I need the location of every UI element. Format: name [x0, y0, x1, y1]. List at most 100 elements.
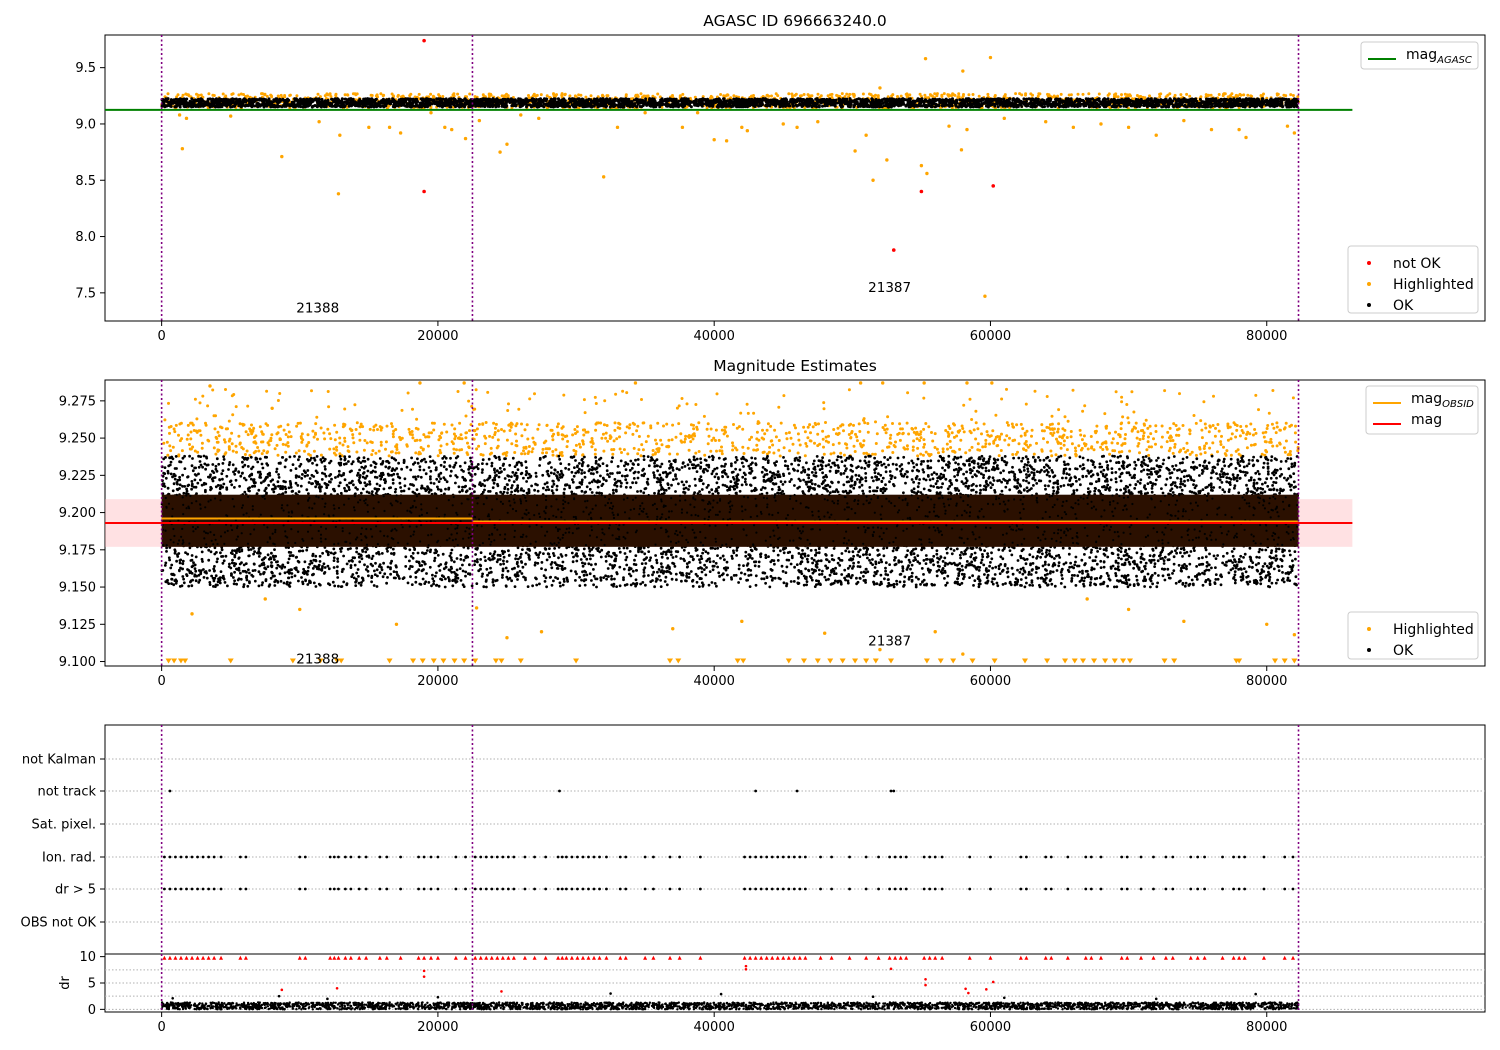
middle-highlighted-triangle-marker	[1080, 658, 1087, 664]
flags-ion-rad-point	[922, 855, 926, 859]
flags-dr-gt5-point	[1189, 887, 1193, 891]
flags-dr-gt5-point	[1164, 887, 1168, 891]
top-x-tick-label: 60000	[970, 329, 1011, 344]
flags-ion-rad-point	[803, 855, 807, 859]
dr-capped-point	[759, 955, 764, 960]
middle-x-tick-label: 80000	[1246, 674, 1287, 689]
top-legend-box	[1347, 245, 1479, 314]
flags-dr-gt5-point	[484, 887, 488, 891]
top-highlighted-point	[965, 127, 969, 132]
middle-highlighted-triangle-marker	[814, 658, 821, 664]
middle-highlighted-triangle-marker	[1236, 658, 1243, 664]
flags-dr-gt5-point	[501, 887, 505, 891]
flags-dr-gt5-point	[1099, 887, 1103, 891]
flags-dr-gt5-point	[1152, 887, 1155, 891]
top-legend-label-text: mag	[1406, 47, 1437, 63]
top-highlighted-point	[1182, 118, 1186, 123]
dr-capped-point	[1290, 955, 1295, 960]
dr-capped-point	[206, 955, 211, 960]
middle-highlighted-triangle-marker	[937, 658, 944, 664]
flags-ion-rad-point	[581, 855, 585, 859]
flags-ion-rad-point	[168, 855, 172, 859]
top-x-tick-label: 0	[157, 329, 165, 344]
flags-ion-rad-point	[1232, 855, 1235, 859]
dr-capped-point	[580, 955, 585, 960]
flags-ion-rad-point	[1243, 855, 1247, 859]
flags-ion-rad-point	[364, 855, 368, 859]
dr-capped-point	[748, 955, 753, 960]
dr-capped-point	[511, 955, 516, 960]
dr-capped-point	[940, 955, 945, 960]
flags-dr-gt5-point	[1049, 887, 1053, 891]
dr-capped-point	[243, 955, 248, 960]
middle-highlighted-triangle-marker	[969, 658, 976, 664]
dr-capped-point	[623, 955, 628, 960]
flags-ion-rad-point	[933, 855, 937, 859]
flags-dr-gt5-point	[787, 887, 791, 891]
dr-capped-point	[753, 955, 758, 960]
flags-dr-gt5-point	[162, 887, 166, 891]
dr-large-offset-point	[744, 964, 748, 968]
middle-highlighted-point	[539, 630, 544, 634]
top-legend-label: OK	[1393, 298, 1414, 314]
flags-dr-gt5-point	[899, 887, 903, 891]
dr-capped-point	[1043, 955, 1048, 960]
flags-ion-rad-point	[770, 855, 774, 859]
top-highlighted-point	[680, 125, 685, 130]
middle-highlighted-point	[263, 597, 267, 601]
dr-capped-point	[829, 955, 834, 960]
flags-ion-rad-point	[303, 855, 307, 859]
top-highlighted-point	[919, 163, 924, 168]
middle-highlighted-triangle-marker	[950, 658, 957, 664]
dr-capped-point	[597, 955, 602, 960]
dr-outlier-point	[719, 992, 723, 996]
dr-capped-point	[643, 955, 648, 960]
dr-capped-point	[1188, 955, 1193, 960]
dr-capped-point	[1018, 955, 1023, 960]
flags-dr-gt5-point	[544, 887, 548, 891]
flags-ion-rad-point	[1139, 855, 1143, 859]
dr-capped-point	[297, 955, 302, 960]
dr-capped-point	[303, 955, 308, 960]
top-highlighted-point	[871, 178, 875, 182]
dr-x-tick-label: 60000	[970, 1020, 1011, 1035]
top-highlighted-point	[1237, 127, 1241, 132]
flags-not-track-point	[168, 789, 172, 793]
top-highlighted-point	[1244, 135, 1248, 140]
middle-highlighted-triangle-marker	[498, 658, 505, 664]
dr-capped-point	[1163, 955, 1168, 960]
dr-large-offset-point	[924, 983, 927, 987]
dr-capped-point	[586, 955, 591, 960]
top-highlighted-point	[923, 56, 928, 61]
flags-ion-rad-point	[754, 855, 758, 859]
dr-capped-point	[357, 955, 362, 960]
flags-ion-rad-point	[904, 855, 908, 859]
flags-dr-gt5-point	[238, 887, 242, 891]
flags-dr-gt5-point	[819, 887, 822, 891]
flags-dr-gt5-point	[922, 887, 926, 891]
flags-ion-rad-point	[643, 855, 647, 859]
middle-y-tick-label: 9.225	[59, 469, 96, 484]
flags-dr-gt5-point	[168, 887, 172, 891]
middle-highlighted-point	[1182, 619, 1186, 624]
dr-outlier-point	[609, 992, 612, 995]
middle-legend-label: Highlighted	[1393, 622, 1474, 638]
flags-ion-rad-point	[495, 855, 499, 859]
top-highlighted-point	[317, 120, 321, 124]
top-highlighted-point	[983, 294, 987, 298]
dr-large-offset-point	[744, 967, 748, 971]
dr-capped-point	[556, 955, 561, 960]
top-obsid-label: 21388	[296, 300, 339, 316]
middle-legend-label-text: mag	[1411, 412, 1442, 428]
middle-highlighted-point	[1265, 622, 1269, 626]
middle-highlighted-triangle-marker	[517, 658, 524, 664]
flags-dr-gt5-point	[303, 887, 307, 891]
middle-highlighted-triangle-marker	[492, 658, 499, 664]
dr-capped-point	[781, 955, 786, 960]
middle-legend-box	[1365, 385, 1479, 435]
dr-large-offset-point	[991, 980, 995, 984]
flags-ion-rad-point	[1089, 855, 1093, 859]
dr-capped-point	[1261, 955, 1266, 960]
dr-capped-point	[416, 955, 421, 960]
top-highlighted-point	[477, 118, 482, 123]
